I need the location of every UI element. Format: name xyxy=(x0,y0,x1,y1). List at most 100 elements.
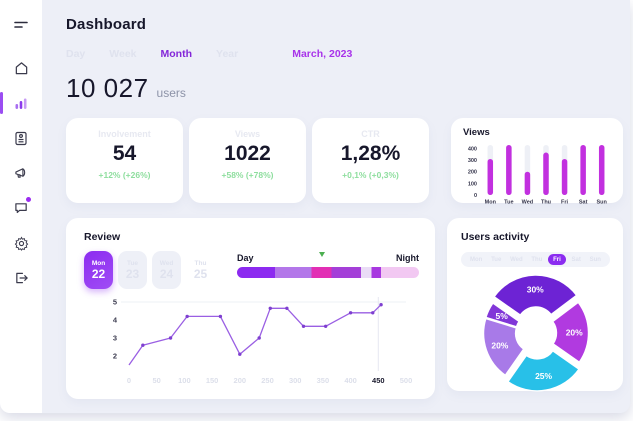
tab-week[interactable]: Week xyxy=(109,48,137,60)
stats-row: Involvement 54 +12% (+26%) Views 1022 +5… xyxy=(66,118,625,206)
svg-text:200: 200 xyxy=(468,170,477,176)
date-num-label: 24 xyxy=(159,266,174,281)
megaphone-icon[interactable] xyxy=(11,163,31,183)
users-total: 10 027 users xyxy=(66,73,625,104)
weekday-pill-fri[interactable]: Fri xyxy=(548,254,566,265)
views-bar-chart[interactable]: 400 300 200 100 0 Mon Tue Wed Thu Fri Sat Sun xyxy=(463,140,613,206)
weekday-pill-tue[interactable]: Tue xyxy=(491,256,502,263)
svg-text:Mon: Mon xyxy=(485,200,497,205)
review-line-chart[interactable]: 5 4 3 2 0 50 100 150 200 250 300 350 400 450 500 xyxy=(84,289,419,389)
svg-text:3: 3 xyxy=(113,334,117,343)
bar-chart-icon[interactable] xyxy=(0,92,31,114)
date-selector: Mon 22 Tue 23 Wed 24 xyxy=(84,251,215,289)
svg-text:Sun: Sun xyxy=(597,200,608,205)
sidebar xyxy=(0,0,42,413)
views-stat-card: Views 1022 +58% (+78%) xyxy=(189,118,306,203)
date-pill-wed-24[interactable]: Wed 24 xyxy=(152,251,181,289)
review-header: Mon 22 Tue 23 Wed 24 xyxy=(84,251,419,289)
views-chart-title: Views xyxy=(463,127,490,138)
weekday-pill-wed[interactable]: Wed xyxy=(510,256,523,263)
period-tabs: Day Week Month Year March, 2023 xyxy=(66,48,625,60)
svg-text:100: 100 xyxy=(178,376,191,385)
tab-month[interactable]: Month xyxy=(160,48,193,60)
chat-icon[interactable] xyxy=(11,196,32,218)
tab-day[interactable]: Day xyxy=(66,48,86,60)
svg-text:Fri: Fri xyxy=(561,200,569,205)
svg-text:4: 4 xyxy=(113,316,118,325)
svg-text:450: 450 xyxy=(372,376,385,385)
users-total-label: users xyxy=(156,86,186,100)
date-num-label: 23 xyxy=(125,266,140,281)
chat-notification-dot xyxy=(25,196,32,203)
views-value: 1022 xyxy=(224,142,271,165)
range-marker-triangle[interactable] xyxy=(319,252,326,257)
day-night-gradient-bar[interactable] xyxy=(237,267,419,278)
logout-icon[interactable] xyxy=(11,268,31,288)
svg-text:Sat: Sat xyxy=(579,200,588,205)
svg-text:300: 300 xyxy=(289,376,302,385)
svg-text:Thu: Thu xyxy=(541,200,551,205)
svg-text:300: 300 xyxy=(468,158,477,164)
active-nav-indicator xyxy=(0,92,3,114)
ctr-value: 1,28% xyxy=(340,142,401,165)
date-pill-tue-23[interactable]: Tue 23 xyxy=(118,251,147,289)
svg-text:5%: 5% xyxy=(495,311,508,321)
svg-text:50: 50 xyxy=(153,376,161,385)
weekday-pill-sat[interactable]: Sat xyxy=(571,256,581,263)
weekday-pill-sun[interactable]: Sun xyxy=(589,256,601,263)
views-label: Views xyxy=(234,129,261,139)
users-activity-card: Users activity Mon Tue Wed Thu Fri Sat Sun 30%… xyxy=(447,218,623,392)
sidebar-nav xyxy=(0,58,32,288)
involvement-card: Involvement 54 +12% (+26%) xyxy=(66,118,183,203)
svg-text:2: 2 xyxy=(113,352,117,361)
range-end-label: Night xyxy=(396,253,419,263)
ctr-delta: +0,1% (+0,3%) xyxy=(342,170,399,180)
svg-text:Wed: Wed xyxy=(522,200,534,205)
settings-icon[interactable] xyxy=(11,233,31,253)
svg-text:25%: 25% xyxy=(535,371,552,381)
dashboard-screen: Dashboard Day Week Month Year March, 202… xyxy=(0,0,630,413)
date-day-label: Thu xyxy=(194,259,207,267)
svg-text:250: 250 xyxy=(261,376,274,385)
donut-wrap: 30% 20% 25% 20% 5% xyxy=(461,269,610,401)
svg-text:5: 5 xyxy=(113,298,117,307)
svg-text:0: 0 xyxy=(474,193,477,199)
svg-text:20%: 20% xyxy=(491,340,508,350)
svg-text:400: 400 xyxy=(344,376,357,385)
users-activity-donut-chart[interactable]: 30% 20% 25% 20% 5% xyxy=(461,269,610,401)
date-day-label: Mon xyxy=(91,259,106,267)
date-pill-mon-22[interactable]: Mon 22 xyxy=(84,251,113,289)
svg-text:100: 100 xyxy=(468,181,477,187)
range-start-label: Day xyxy=(237,253,254,263)
bottom-row: Review Mon 22 Tue 23 xyxy=(66,218,625,399)
weekday-selector: Mon Tue Wed Thu Fri Sat Sun xyxy=(461,252,610,267)
period-selector[interactable]: March, 2023 xyxy=(292,48,353,60)
date-num-label: 22 xyxy=(91,266,106,281)
svg-text:30%: 30% xyxy=(527,284,544,294)
menu-icon[interactable] xyxy=(11,16,31,36)
report-icon[interactable] xyxy=(11,128,31,148)
involvement-delta: +12% (+26%) xyxy=(98,170,151,180)
svg-text:200: 200 xyxy=(234,376,247,385)
users-activity-title: Users activity xyxy=(461,231,530,243)
date-day-label: Wed xyxy=(159,259,174,267)
views-chart-card: Views 400 300 200 100 0 Mon Tue Wed Thu Fri Sat Sun xyxy=(451,118,623,206)
weekday-pill-thu[interactable]: Thu xyxy=(531,256,543,263)
tab-year[interactable]: Year xyxy=(216,48,239,60)
svg-text:150: 150 xyxy=(206,376,219,385)
involvement-label: Involvement xyxy=(98,129,151,139)
svg-text:0: 0 xyxy=(127,376,131,385)
svg-text:500: 500 xyxy=(400,376,413,385)
svg-text:Tue: Tue xyxy=(504,200,513,205)
date-pill-thu-25[interactable]: Thu 25 xyxy=(186,251,215,289)
date-num-label: 25 xyxy=(193,266,208,281)
svg-text:400: 400 xyxy=(468,146,477,152)
views-delta: +58% (+78%) xyxy=(221,170,274,180)
review-card: Review Mon 22 Tue 23 xyxy=(66,218,435,399)
home-icon[interactable] xyxy=(11,58,31,78)
date-day-label: Tue xyxy=(126,259,139,267)
ctr-label: CTR xyxy=(361,129,380,139)
review-title: Review xyxy=(84,231,121,243)
weekday-pill-mon[interactable]: Mon xyxy=(470,256,483,263)
